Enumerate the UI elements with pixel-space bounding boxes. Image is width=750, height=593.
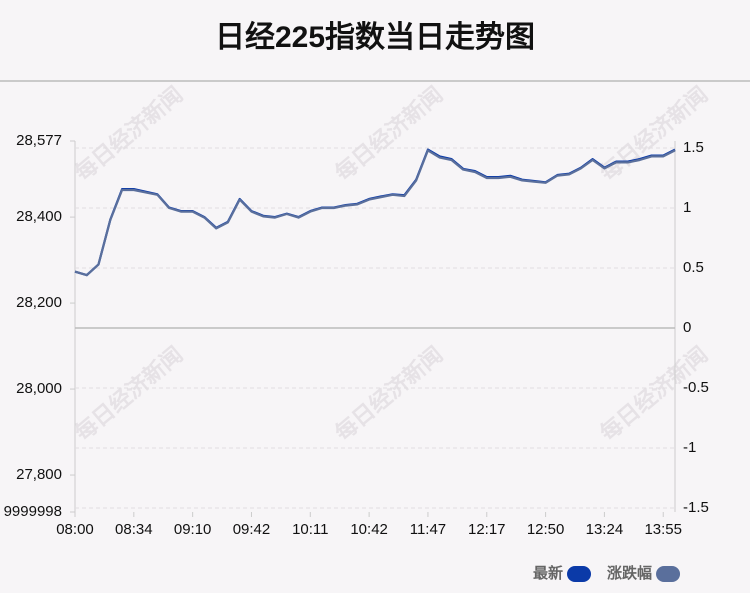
- x-tick-label: 12:50: [527, 521, 565, 538]
- y2-tick-label: 1: [683, 199, 691, 216]
- legend-label: 最新: [533, 564, 563, 582]
- legend-label: 涨跌幅: [607, 564, 652, 582]
- y-tick-label: 28,000: [16, 380, 62, 397]
- y2-tick-label: 1.5: [683, 139, 704, 156]
- y-tick-label: 28,200: [16, 294, 62, 311]
- x-tick-label: 13:24: [586, 521, 624, 538]
- y-tick-label: 28,400: [16, 208, 62, 225]
- x-tick-label: 08:34: [115, 521, 153, 538]
- series-line: [74, 149, 676, 277]
- y-tick-label: 27,800: [16, 466, 62, 483]
- x-tick-label: 08:00: [56, 521, 94, 538]
- y2-tick-label: 0.5: [683, 259, 704, 276]
- y2-tick-label: -1.5: [683, 499, 709, 516]
- legend-swatch: [656, 566, 681, 582]
- legend-swatch: [567, 566, 592, 582]
- y-tick-label: 28,577: [16, 132, 62, 149]
- x-tick-label: 10:42: [350, 521, 388, 538]
- chart-title: 日经225指数当日走势图: [215, 20, 535, 54]
- x-tick-label: 09:42: [233, 521, 271, 538]
- x-tick-label: 10:11: [292, 521, 328, 538]
- y-tick-label: 9999998: [4, 503, 62, 520]
- y2-tick-label: -0.5: [683, 379, 709, 396]
- x-tick-label: 11:47: [410, 521, 446, 538]
- x-tick-label: 13:55: [644, 521, 682, 538]
- y2-tick-label: -1: [683, 439, 696, 456]
- y2-tick-label: 0: [683, 319, 691, 336]
- x-tick-label: 12:17: [468, 521, 506, 538]
- x-tick-label: 09:10: [174, 521, 212, 538]
